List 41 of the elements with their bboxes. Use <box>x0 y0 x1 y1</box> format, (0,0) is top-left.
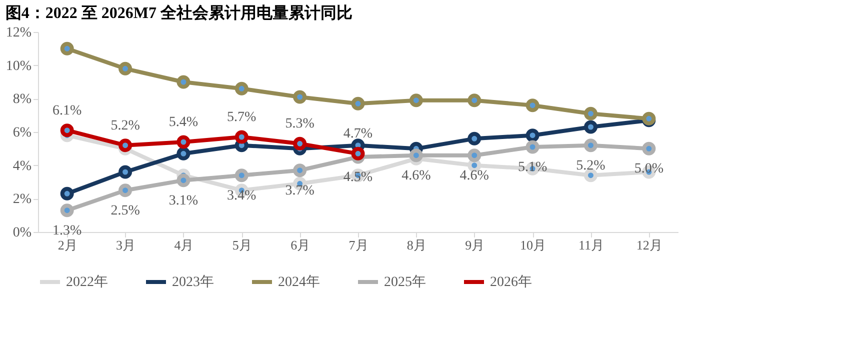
data-label: 5.0% <box>634 162 664 177</box>
data-label: 4.7% <box>343 126 373 142</box>
data-label: 3.4% <box>227 188 257 204</box>
data-label: 5.7% <box>227 110 257 125</box>
data-label: 5.4% <box>168 115 198 130</box>
data-label: 5.3% <box>285 116 315 132</box>
data-label: 3.1% <box>168 193 198 208</box>
x-tick-label: 2月 <box>58 238 78 252</box>
data-label: 1.3% <box>52 223 82 238</box>
y-tick-label: 12% <box>6 26 32 40</box>
y-tick-label: 2% <box>12 192 32 208</box>
legend-label: 2025年 <box>384 274 426 290</box>
x-tick-label: 9月 <box>465 238 485 252</box>
x-tick-label: 3月 <box>116 238 136 252</box>
y-tick-label: 10% <box>6 58 32 74</box>
data-label: 6.1% <box>52 103 82 118</box>
legend-label: 2024年 <box>278 274 320 290</box>
x-tick-label: 7月 <box>348 238 368 252</box>
x-tick-label: 11月 <box>578 238 604 252</box>
x-tick-label: 12月 <box>636 238 662 252</box>
data-label: 3.7% <box>285 183 315 198</box>
y-tick-label: 6% <box>12 126 32 140</box>
data-label: 5.2% <box>110 118 140 134</box>
x-tick-label: 8月 <box>406 238 426 252</box>
legend-label: 2022年 <box>66 274 108 290</box>
x-tick-label: 10月 <box>520 238 546 252</box>
x-tick-label: 5月 <box>232 238 252 252</box>
x-tick-label: 4月 <box>174 238 194 252</box>
legend-label: 2023年 <box>172 274 214 290</box>
data-label: 2.5% <box>110 203 140 218</box>
data-label: 5.1% <box>518 160 548 175</box>
y-tick-label: 4% <box>12 158 32 174</box>
data-label: 5.2% <box>576 158 606 174</box>
data-label: 4.6% <box>460 168 490 184</box>
chart-title: 图4：2022 至 2026M7 全社会累计用电量累计同比 <box>5 4 352 22</box>
data-label: 4.6% <box>402 168 432 184</box>
y-tick-label: 0% <box>12 226 32 240</box>
x-tick-label: 6月 <box>290 238 310 252</box>
data-label: 4.5% <box>343 170 373 185</box>
y-tick-label: 8% <box>12 92 32 108</box>
legend-label: 2026年 <box>490 274 532 290</box>
